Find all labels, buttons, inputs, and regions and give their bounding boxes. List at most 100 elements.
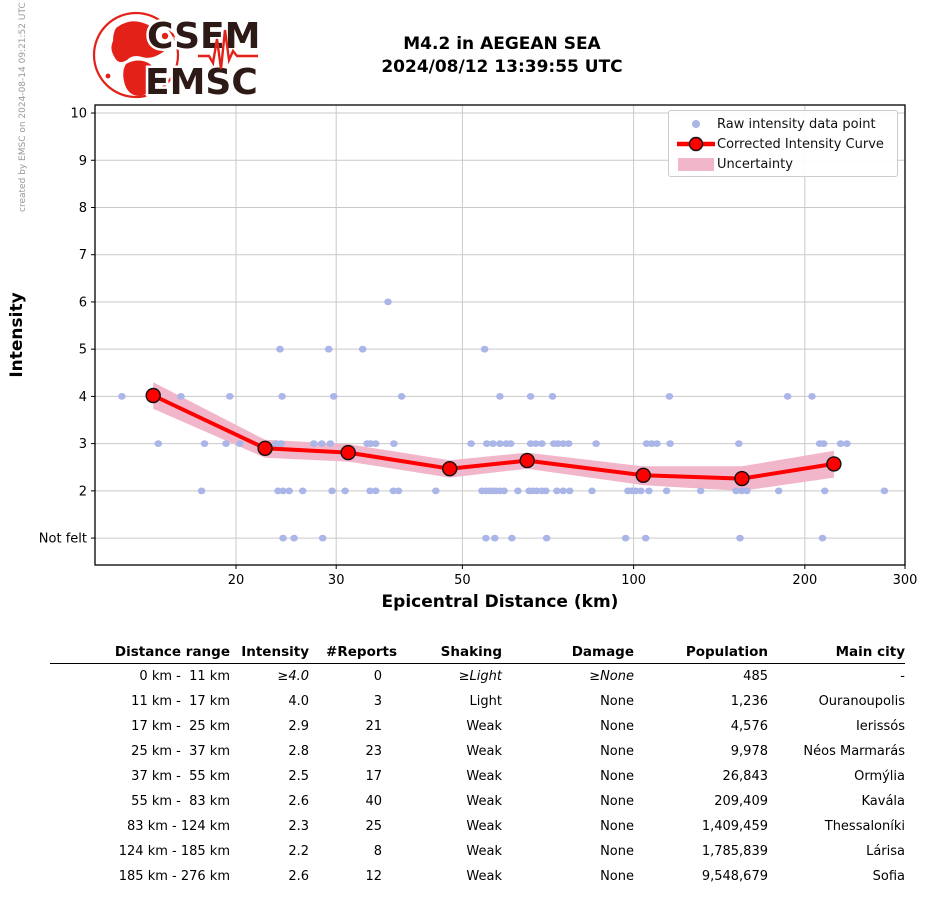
raw-data-point [371, 487, 380, 495]
curve-marker [635, 467, 651, 483]
raw-data-point [277, 440, 285, 447]
raw-data-point [696, 487, 705, 495]
y-tick-label: 4 [79, 390, 87, 405]
table-cell: Ierissós [855, 719, 905, 734]
raw-data-point [279, 487, 287, 495]
y-tick-label: Not felt [39, 532, 87, 547]
legend-item-curve: Corrected Intensity Curve [675, 134, 891, 154]
table-cell: 8 [373, 844, 382, 859]
report-table-body: 0 km - 11 km ≥4.0 0 ≥Light ≥None 485 - 11 km -… [50, 664, 905, 890]
table-row: 37 km - 55 km 2.5 17 Weak None 26,843 Ormýlia [50, 764, 905, 789]
raw-data-point [621, 534, 630, 542]
column-header-main-city: Main city [768, 640, 905, 664]
x-tick-label: 100 [621, 573, 646, 588]
table-cell: Ouranoupolis [818, 694, 905, 709]
y-tick-label: 9 [79, 154, 87, 169]
raw-data-point [341, 487, 349, 495]
table-header-row: Distance range Intensity #Reports Shaking Da… [50, 640, 905, 664]
logo-text-csem: CSEM [147, 16, 260, 57]
raw-data-point [496, 393, 504, 400]
table-cell: 17 [365, 769, 382, 784]
table-cell: ≥None [589, 669, 634, 684]
raw-data-point [819, 440, 828, 447]
raw-data-point [390, 440, 398, 447]
table-cell: ≥4.0 [277, 669, 309, 684]
y-tick-label: 7 [79, 248, 87, 263]
seismogram-trace-icon [198, 29, 258, 70]
column-header-intensity: Intensity [230, 640, 309, 664]
raw-data-point [665, 393, 674, 400]
raw-data-point [647, 440, 656, 447]
table-cell: - [900, 669, 905, 684]
table-cell: 1,236 [730, 694, 768, 709]
raw-data-point [318, 440, 326, 447]
raw-data-point [491, 534, 499, 542]
raw-data-point [818, 534, 827, 542]
table-cell: 2.2 [288, 844, 309, 859]
table-cell: 4,576 [730, 719, 768, 734]
raw-data-point [666, 440, 674, 447]
table-row: 0 km - 11 km ≥4.0 0 ≥Light ≥None 485 - [50, 664, 905, 690]
raw-data-point [641, 534, 650, 542]
raw-data-point [592, 440, 600, 447]
legend-item-uncertainty: Uncertainty [675, 154, 891, 174]
x-tick-label: 30 [328, 573, 345, 588]
raw-data-point [737, 487, 746, 495]
curve-marker [826, 456, 842, 472]
raw-data-point [489, 440, 497, 447]
table-row: 17 km - 25 km 2.9 21 Weak None 4,576 Ierissós [50, 714, 905, 739]
legend-label-uncertainty: Uncertainty [717, 156, 793, 172]
x-tick-label: 50 [454, 573, 471, 588]
distance-report-table: Distance range Intensity #Reports Shaking Da… [50, 640, 905, 889]
raw-data-point [318, 534, 327, 542]
curve-marker [145, 387, 161, 404]
table-cell: 124 km - 185 km [118, 844, 230, 859]
table-row: 185 km - 276 km 2.6 12 Weak None 9,548,679 Sof… [50, 864, 905, 889]
uncertainty-band [153, 382, 834, 491]
raw-data-point [496, 440, 504, 447]
raw-point-swatch-icon [675, 120, 717, 128]
raw-data-point [480, 345, 489, 353]
column-header-distance-range: Distance range [50, 640, 230, 664]
table-cell: 9,978 [730, 744, 768, 759]
chart-title-line2: 2024/08/12 13:39:55 UTC [381, 57, 623, 77]
raw-data-point [774, 487, 783, 495]
raw-data-point [467, 440, 475, 447]
table-cell: 23 [365, 744, 382, 759]
raw-data-point [482, 534, 490, 542]
table-cell: Néos Marmarás [803, 744, 905, 759]
curve-marker [340, 444, 356, 461]
raw-data-point [836, 440, 845, 447]
raw-data-point [783, 393, 792, 400]
table-cell: 37 km - 55 km [127, 769, 230, 784]
logo-text-emsc: EMSC [145, 62, 258, 102]
corrected-intensity-curve [152, 393, 835, 481]
raw-data-point [177, 393, 185, 400]
raw-data-point [662, 487, 671, 495]
column-header-population: Population [634, 640, 768, 664]
table-row: 55 km - 83 km 2.6 40 Weak None 209,409 Kavála [50, 789, 905, 814]
raw-data-point [358, 345, 367, 353]
table-cell: Sofia [872, 869, 905, 884]
table-cell: 4.0 [288, 694, 309, 709]
chart-canvas: 10 9 8 7 6 5 4 3 2 Not felt 20 30 50 100 200 300 Epicent… [7, 104, 917, 612]
curve-swatch-icon [675, 136, 717, 152]
raw-data-point [542, 487, 550, 495]
table-cell: 26,843 [722, 769, 769, 784]
curve-marker [442, 461, 458, 477]
raw-data-point [526, 440, 535, 447]
table-cell: 2.3 [288, 819, 309, 834]
table-cell: Weak [466, 719, 502, 734]
table-cell: Lárisa [866, 844, 905, 859]
table-cell: None [600, 819, 634, 834]
table-cell: 2.5 [288, 769, 309, 784]
plot-border [94, 104, 906, 566]
raw-data-point [565, 487, 574, 495]
raw-data-point [736, 534, 744, 542]
table-row: 124 km - 185 km 2.2 8 Weak None 1,785,839 Lári… [50, 839, 905, 864]
raw-data-point [532, 440, 540, 447]
raw-data-point [328, 487, 336, 495]
raw-data-point [564, 440, 573, 447]
raw-data-point [500, 487, 508, 495]
